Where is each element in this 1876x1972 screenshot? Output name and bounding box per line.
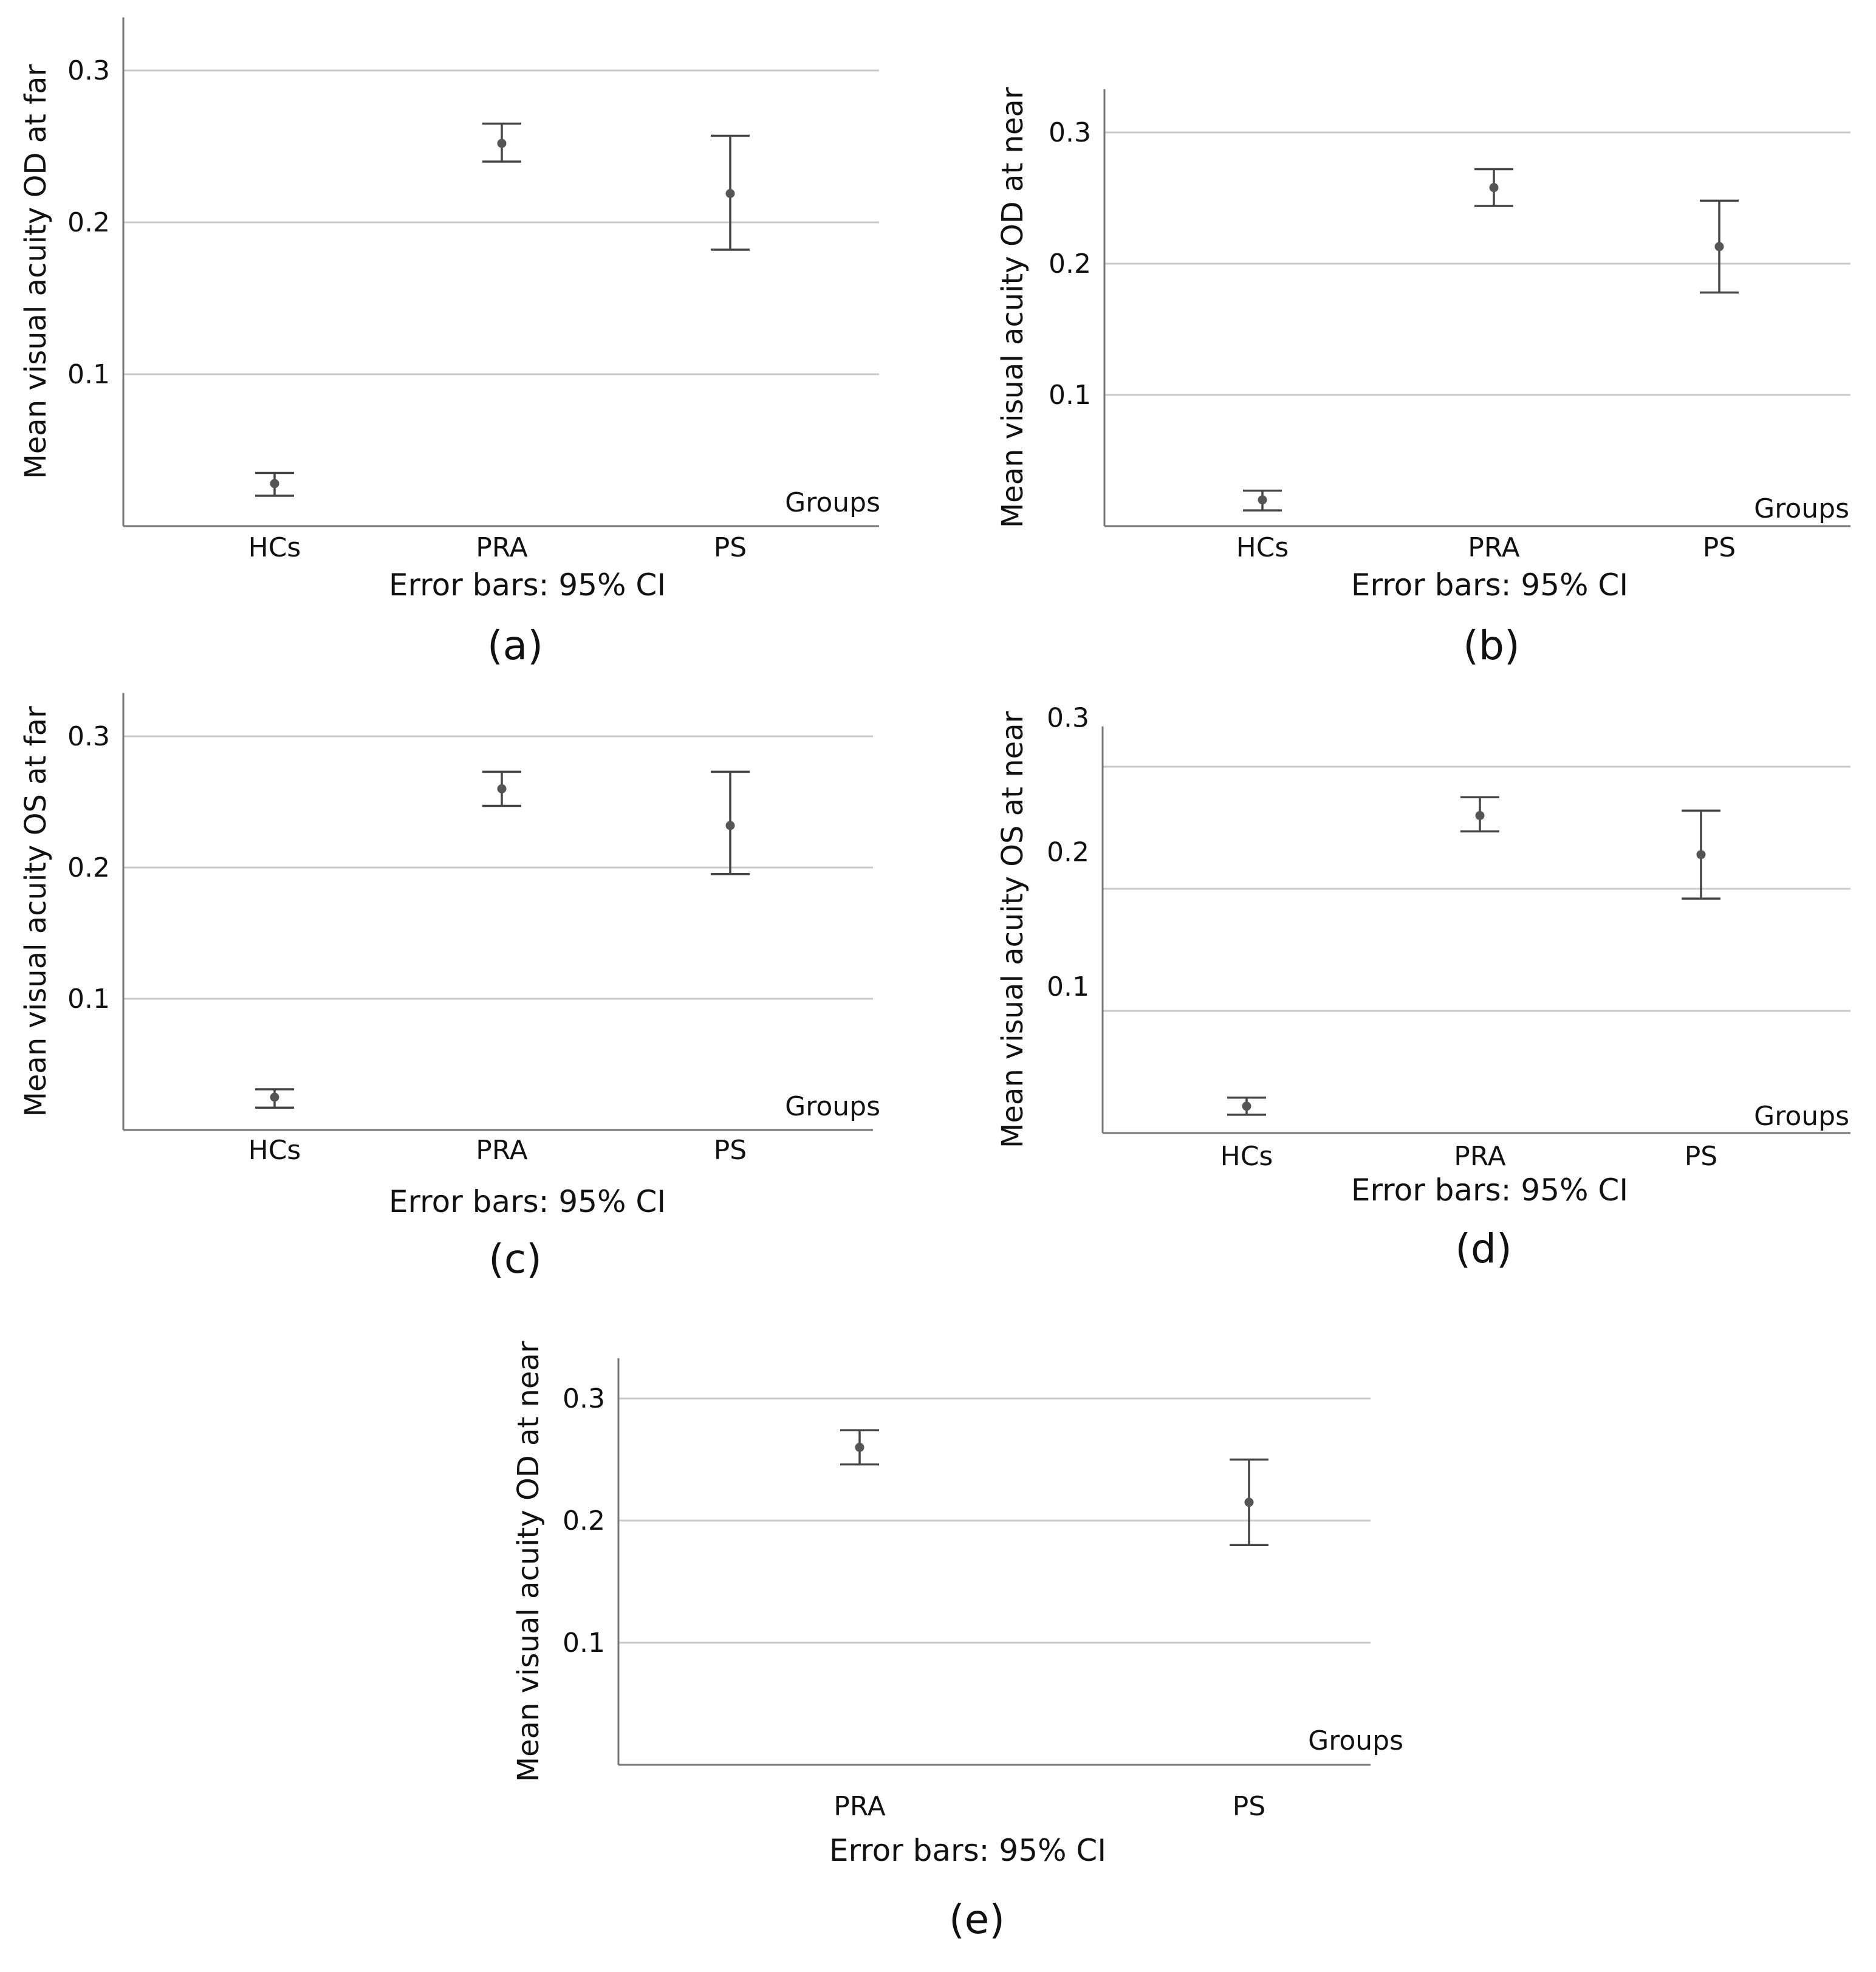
y-tick-label-e-2: 0.3 xyxy=(563,1383,605,1414)
error-bar-note-d: Error bars: 95% CI xyxy=(1351,1173,1628,1208)
y-tick-label-c-1: 0.2 xyxy=(67,852,110,883)
error-bar-c-PS xyxy=(711,770,750,875)
x-tick-label-a-0: HCs xyxy=(248,532,301,563)
y-tick-label-e-1: 0.2 xyxy=(563,1505,605,1536)
panel-a: 0.1 0.2 0.3 HCs PRA PS Mean visual acuity OD a… xyxy=(19,17,880,669)
mean-point-e-PRA xyxy=(855,1442,864,1452)
x-tick-label-d-2: PS xyxy=(1685,1141,1717,1172)
panel-b: 0.1 0.2 0.3 HCs PRA PS Mean visual acuity OD a… xyxy=(996,87,1850,669)
x-tick-label-c-0: HCs xyxy=(248,1135,301,1166)
mean-point-c-PRA xyxy=(497,784,507,793)
y-axis-title-b: Mean visual acuity OD at near xyxy=(996,87,1030,528)
y-tick-label-d-0: 0.1 xyxy=(1047,971,1089,1002)
y-tick-label-a-1: 0.2 xyxy=(67,207,110,238)
x-tick-label-e-0: PRA xyxy=(834,1791,885,1822)
error-bar-a-PS xyxy=(711,134,750,251)
panel-label-d: (d) xyxy=(1455,1225,1511,1272)
mean-point-a-PRA xyxy=(497,139,507,148)
y-tick-label-b-1: 0.2 xyxy=(1049,248,1091,279)
mean-point-b-HCs xyxy=(1258,495,1267,505)
x-tick-label-c-2: PS xyxy=(714,1135,747,1166)
x-axis-title-d: Groups xyxy=(1754,1101,1849,1132)
x-axis-title-a: Groups xyxy=(785,487,880,518)
error-bar-b-PRA xyxy=(1474,168,1513,207)
error-bar-note-e: Error bars: 95% CI xyxy=(829,1833,1106,1868)
x-tick-label-e-1: PS xyxy=(1233,1791,1265,1822)
y-axis-title-c: Mean visual acuity OS at far xyxy=(19,706,53,1117)
panel-e: 0.1 0.2 0.3 PRA PS Mean visual acuity OD at n… xyxy=(512,1341,1403,1943)
x-tick-label-b-1: PRA xyxy=(1468,532,1519,563)
y-tick-label-b-2: 0.3 xyxy=(1049,117,1091,148)
y-tick-label-d-1: 0.2 xyxy=(1047,837,1089,868)
mean-point-b-PRA xyxy=(1489,183,1499,193)
y-tick-label-a-2: 0.3 xyxy=(67,55,110,86)
error-bar-d-PS xyxy=(1682,809,1720,900)
panel-label-b: (b) xyxy=(1463,622,1519,669)
y-axis-title-d: Mean visual acuity OS at near xyxy=(996,711,1030,1148)
y-tick-label-d-2: 0.3 xyxy=(1047,703,1089,734)
x-tick-label-c-1: PRA xyxy=(476,1135,527,1166)
x-axis-title-e: Groups xyxy=(1308,1725,1403,1756)
error-bar-d-PRA xyxy=(1460,796,1499,833)
mean-point-d-PRA xyxy=(1475,810,1485,820)
y-tick-label-b-0: 0.1 xyxy=(1049,380,1091,411)
error-bar-b-PS xyxy=(1700,199,1739,294)
x-tick-label-d-1: PRA xyxy=(1454,1141,1505,1172)
error-bar-a-PRA xyxy=(482,122,521,163)
error-bar-note-a: Error bars: 95% CI xyxy=(389,567,666,603)
x-tick-label-a-2: PS xyxy=(714,532,747,563)
error-bar-b-HCs xyxy=(1243,489,1282,512)
error-bar-note-b: Error bars: 95% CI xyxy=(1351,567,1628,603)
mean-point-a-HCs xyxy=(270,479,279,488)
error-bar-d-HCs xyxy=(1227,1096,1266,1116)
error-bar-a-HCs xyxy=(255,471,294,497)
y-axis-title-e: Mean visual acuity OD at near xyxy=(512,1341,546,1782)
mean-point-e-PS xyxy=(1244,1498,1254,1507)
y-tick-label-e-0: 0.1 xyxy=(563,1628,605,1659)
error-bar-c-HCs xyxy=(255,1088,294,1109)
error-bar-note-c: Error bars: 95% CI xyxy=(389,1184,666,1219)
mean-point-b-PS xyxy=(1714,242,1724,252)
error-bar-e-PS xyxy=(1230,1458,1268,1546)
mean-point-c-HCs xyxy=(270,1092,279,1102)
y-axis-title-a: Mean visual acuity OD at far xyxy=(19,64,53,479)
error-bar-e-PRA xyxy=(840,1429,879,1466)
y-tick-label-a-0: 0.1 xyxy=(67,359,110,390)
panel-c: 0.1 0.2 0.3 HCs PRA PS Mean visual acuity OS a… xyxy=(19,693,880,1282)
panel-d: 0.1 0.2 0.3 HCs PRA PS Mean visual acuity OS a… xyxy=(996,703,1850,1272)
mean-point-a-PS xyxy=(725,189,735,198)
panel-label-c: (c) xyxy=(488,1236,542,1282)
error-bar-c-PRA xyxy=(482,770,521,807)
mean-point-c-PS xyxy=(725,821,735,830)
x-tick-label-a-1: PRA xyxy=(476,532,527,563)
x-axis-title-c: Groups xyxy=(785,1091,880,1122)
x-tick-label-b-2: PS xyxy=(1703,532,1736,563)
y-tick-label-c-0: 0.1 xyxy=(67,984,110,1015)
x-tick-label-d-0: HCs xyxy=(1220,1141,1273,1172)
x-tick-label-b-0: HCs xyxy=(1236,532,1289,563)
panel-label-a: (a) xyxy=(487,622,543,669)
panel-label-e: (e) xyxy=(949,1896,1005,1943)
x-axis-title-b: Groups xyxy=(1754,493,1849,524)
y-tick-label-c-2: 0.3 xyxy=(67,721,110,752)
mean-point-d-HCs xyxy=(1242,1101,1251,1111)
mean-point-d-PS xyxy=(1696,850,1706,860)
